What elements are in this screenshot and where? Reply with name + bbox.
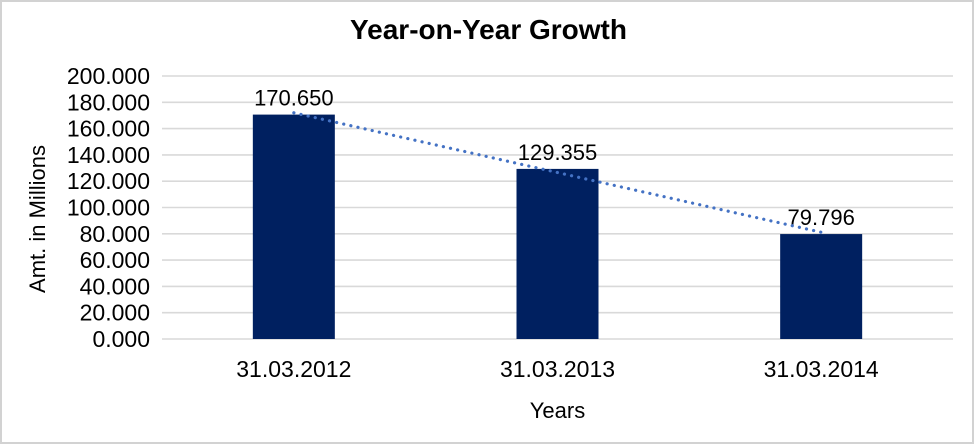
data-label: 170.650 <box>254 86 334 111</box>
chart-title: Year-on-Year Growth <box>350 14 627 45</box>
y-tick-label: 180.000 <box>67 89 150 115</box>
y-tick-label: 200.000 <box>67 63 150 89</box>
x-axis-title: Years <box>529 398 586 423</box>
y-tick-label: 120.000 <box>67 168 150 194</box>
y-axis-title: Amt. in Millions <box>25 145 50 293</box>
y-tick-label: 60.000 <box>80 247 150 273</box>
y-tick-label: 80.000 <box>80 221 150 247</box>
x-tick-label: 31.03.2012 <box>236 356 351 382</box>
bar <box>252 114 335 340</box>
y-tick-label: 20.000 <box>80 300 150 326</box>
y-tick-label: 40.000 <box>80 273 150 299</box>
bar <box>516 168 599 339</box>
data-label: 129.355 <box>518 140 598 165</box>
data-label: 79.796 <box>788 205 855 230</box>
y-tick-label: 100.000 <box>67 195 150 221</box>
y-tick-label: 140.000 <box>67 142 150 168</box>
x-tick-label: 31.03.2014 <box>764 356 879 382</box>
trendline <box>292 111 823 234</box>
y-tick-label: 160.000 <box>67 116 150 142</box>
x-tick-label: 31.03.2013 <box>500 356 615 382</box>
bar <box>780 234 863 339</box>
y-tick-label: 0.000 <box>92 326 150 352</box>
